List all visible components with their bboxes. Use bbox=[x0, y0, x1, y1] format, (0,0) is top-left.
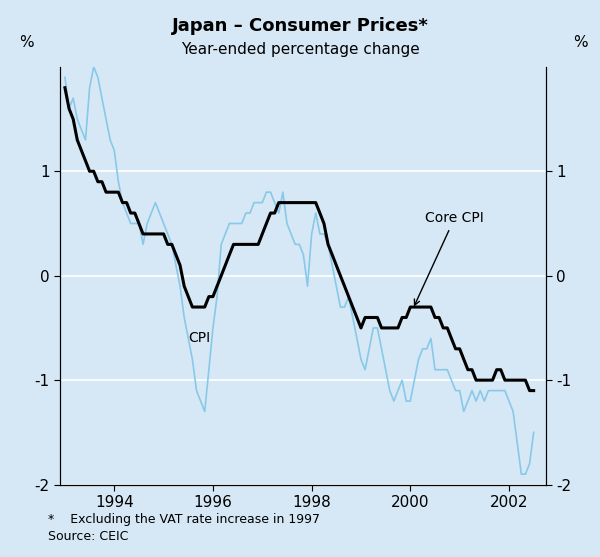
Text: %: % bbox=[19, 35, 33, 50]
Text: *    Excluding the VAT rate increase in 1997: * Excluding the VAT rate increase in 199… bbox=[48, 514, 320, 526]
Text: Japan – Consumer Prices*: Japan – Consumer Prices* bbox=[172, 17, 428, 35]
Text: Source: CEIC: Source: CEIC bbox=[48, 530, 128, 543]
Text: Core CPI: Core CPI bbox=[415, 211, 484, 305]
Text: %: % bbox=[573, 35, 587, 50]
Text: CPI: CPI bbox=[188, 331, 211, 345]
Text: Year-ended percentage change: Year-ended percentage change bbox=[181, 42, 419, 57]
